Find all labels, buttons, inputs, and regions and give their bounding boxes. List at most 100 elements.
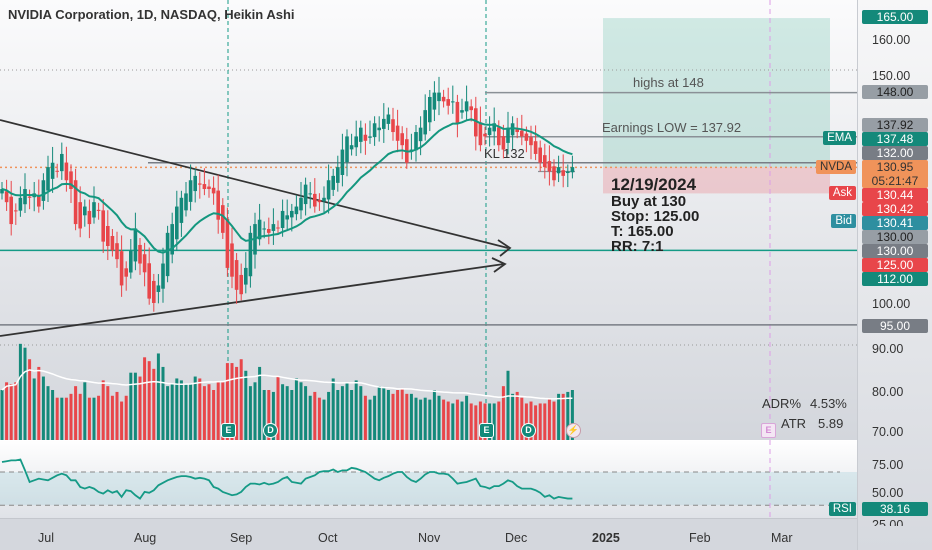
volume-bar (51, 390, 55, 440)
volume-bar (566, 391, 570, 440)
volume-bar (198, 378, 202, 440)
volume-bar (359, 386, 363, 440)
candle-body (161, 263, 165, 289)
volume-bar (455, 399, 459, 440)
earnings-marker[interactable]: E (221, 423, 236, 438)
candle-body (101, 210, 105, 242)
candle-body (483, 133, 487, 137)
candle-body (331, 175, 335, 190)
candle-body (202, 184, 207, 190)
volume-bar (396, 390, 400, 440)
candle-body (391, 119, 395, 133)
volume-bar (41, 376, 45, 440)
volume-bar (110, 395, 114, 440)
earnings-marker[interactable]: E (479, 423, 494, 438)
volume-bar (350, 390, 354, 440)
candle-body (368, 136, 372, 138)
dividend-marker[interactable]: D (263, 423, 278, 438)
volume-bar (28, 359, 32, 440)
volume-bar (92, 397, 96, 440)
volume-bar (543, 403, 547, 440)
candle-body (556, 167, 561, 174)
level-132-label: 132.00 (862, 146, 928, 160)
candle-body (547, 161, 552, 172)
candle-body (543, 155, 547, 168)
volume-bar (478, 401, 482, 440)
candle-body (570, 167, 575, 173)
trade-buy: Buy at 130 (611, 193, 687, 210)
candle-body (69, 171, 73, 190)
candle-body (138, 244, 142, 264)
candle-body (18, 197, 23, 211)
candle-body (83, 206, 87, 216)
candle-body (211, 187, 216, 194)
volume-bar (216, 382, 220, 440)
annotation-earnings-low[interactable]: Earnings LOW = 137.92 (602, 120, 742, 135)
candle-body (271, 224, 276, 231)
lightning-event-icon[interactable]: ⚡ (566, 423, 581, 438)
ema-line (1, 118, 573, 254)
candle-body (207, 186, 211, 190)
volume-bar (14, 382, 18, 440)
price-axis[interactable]: 165.00 160.00 150.00 148.00 137.92 137.4… (857, 0, 932, 550)
volume-bar (207, 384, 211, 440)
candle-body (27, 196, 32, 198)
candle-body (188, 180, 193, 202)
last-price: 130.95 (876, 160, 914, 174)
volume-bar (386, 390, 390, 440)
level-95-label: 95.00 (862, 319, 928, 333)
candle-body (524, 133, 529, 141)
tick-70: 70.00 (872, 425, 904, 439)
ask-tag: Ask (828, 186, 856, 200)
candle-body (64, 162, 69, 181)
price-chart (0, 0, 857, 440)
candle-body (225, 218, 230, 268)
candle-body (96, 209, 101, 211)
upcoming-earnings-marker[interactable]: E (761, 423, 776, 438)
candle-body (294, 206, 299, 215)
price-pane[interactable]: NVIDIA Corporation, 1D, NASDAQ, Heikin A… (0, 0, 857, 440)
adr-label: ADR% (762, 396, 802, 411)
volume-bar (267, 390, 271, 440)
candle-body (418, 127, 423, 142)
candle-body (552, 166, 556, 181)
rsi-tag: RSI (828, 502, 856, 516)
candle-body (221, 205, 225, 233)
level-112-label: 112.00 (862, 272, 928, 286)
volume-bar (423, 397, 427, 440)
volume-ma-line (1, 369, 573, 400)
candle-body (106, 226, 110, 247)
rsi-pane[interactable]: RSI (0, 440, 857, 518)
candle-body (147, 263, 151, 299)
volume-bar (414, 397, 418, 440)
volume-bar (55, 397, 59, 440)
volume-bar (561, 393, 565, 440)
candle-body (478, 122, 483, 146)
candle-body (451, 101, 455, 103)
candle-body (533, 141, 538, 154)
trade-target: T: 165.00 (611, 223, 674, 240)
trade-plan-note[interactable]: 12/19/2024 Buy at 130 Stop: 125.00 T: 16… (611, 175, 699, 254)
candle-body (142, 254, 147, 273)
annotation-highs[interactable]: highs at 148 (633, 75, 704, 90)
time-label: 2025 (592, 531, 620, 545)
candle-body (340, 149, 345, 175)
dividend-marker[interactable]: D (521, 423, 536, 438)
volume-bar (368, 399, 372, 440)
candle-body (428, 96, 432, 123)
volume-bar (271, 391, 275, 440)
candle-body (216, 190, 220, 220)
bar-countdown: 05:21:47 (871, 174, 919, 188)
candle-body (322, 197, 326, 202)
candle-body (561, 170, 565, 176)
candle-body (60, 153, 64, 172)
volume-bar (235, 366, 239, 440)
volume-bar (331, 378, 335, 440)
candle-body (474, 108, 478, 137)
annotation-kl[interactable]: KL 132 (484, 146, 525, 161)
rsi-band (0, 472, 857, 506)
volume-bar (524, 403, 528, 440)
candle-body (41, 180, 46, 201)
candle-body (446, 99, 450, 106)
time-axis[interactable] (0, 518, 857, 550)
